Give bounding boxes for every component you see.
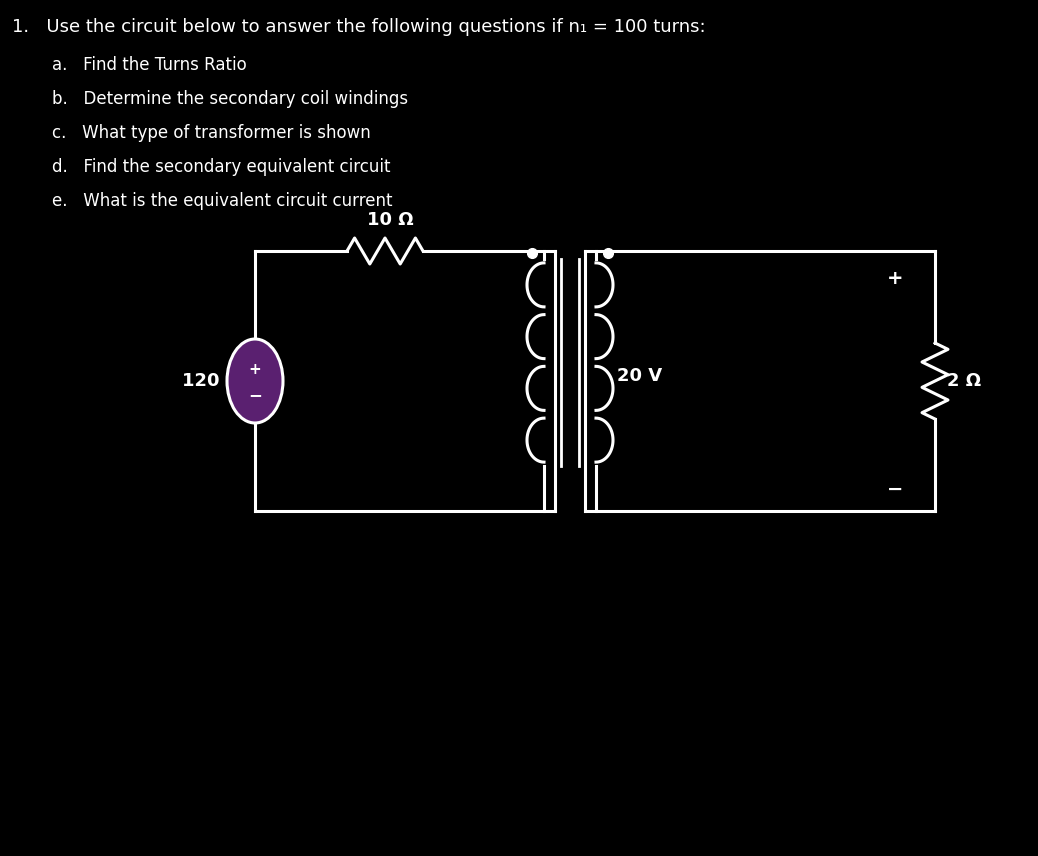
Text: 20 V: 20 V — [618, 367, 662, 385]
Text: c.   What type of transformer is shown: c. What type of transformer is shown — [52, 124, 371, 142]
Text: b.   Determine the secondary coil windings: b. Determine the secondary coil windings — [52, 90, 408, 108]
Text: e.   What is the equivalent circuit current: e. What is the equivalent circuit curren… — [52, 192, 392, 210]
Text: −: − — [248, 386, 262, 404]
Text: a.   Find the Turns Ratio: a. Find the Turns Ratio — [52, 56, 247, 74]
Text: +: + — [249, 361, 262, 377]
Text: 2 Ω: 2 Ω — [947, 372, 981, 390]
Text: 1.   Use the circuit below to answer the following questions if n₁ = 100 turns:: 1. Use the circuit below to answer the f… — [12, 18, 706, 36]
Text: −: − — [886, 479, 903, 498]
Text: +: + — [886, 270, 903, 288]
Ellipse shape — [227, 339, 283, 423]
Text: 120 V: 120 V — [183, 372, 240, 390]
Text: 10 Ω: 10 Ω — [366, 211, 413, 229]
Text: d.   Find the secondary equivalent circuit: d. Find the secondary equivalent circuit — [52, 158, 390, 176]
